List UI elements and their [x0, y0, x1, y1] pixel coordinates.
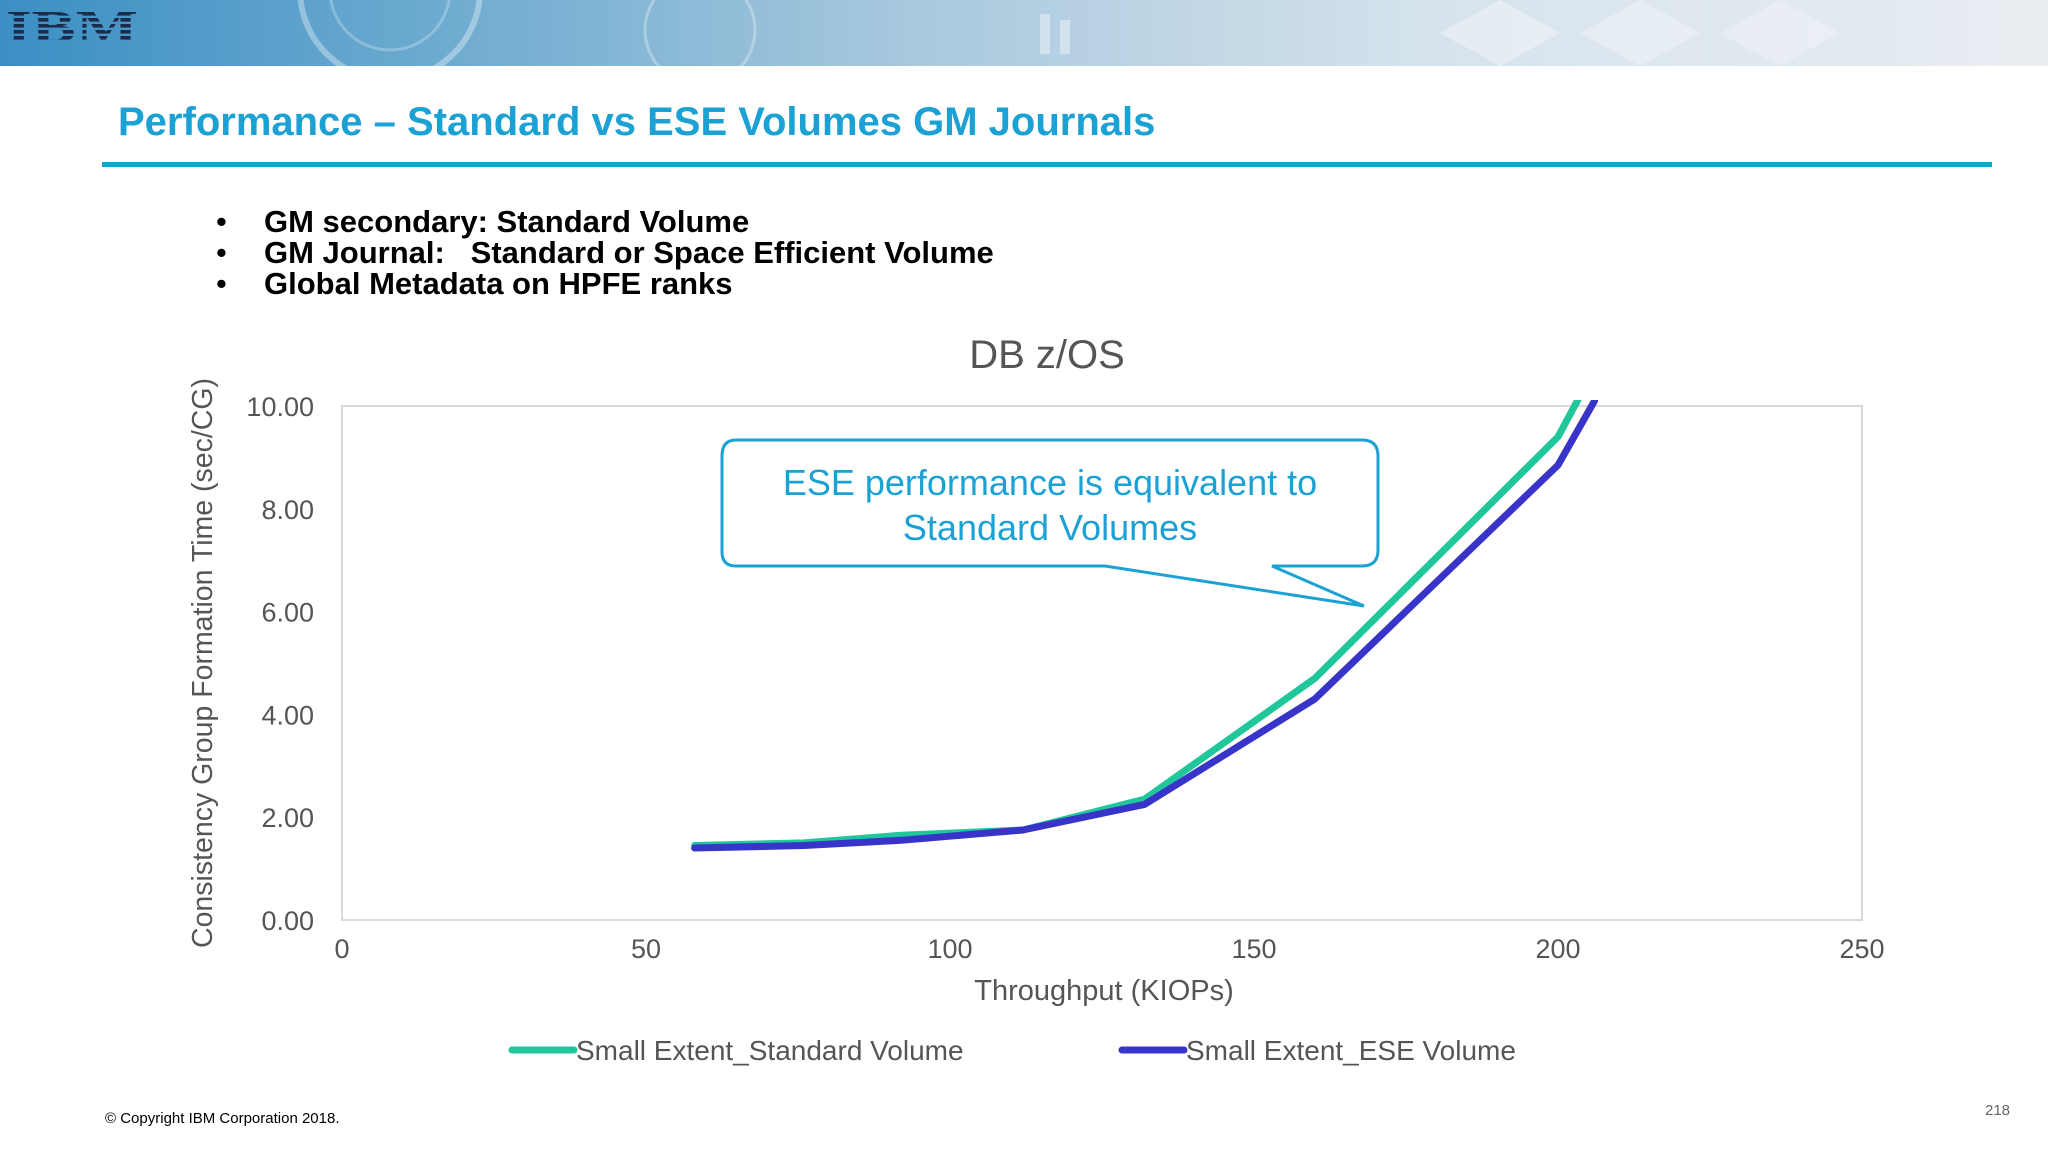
bullet-dot-icon: •: [216, 266, 227, 301]
ibm-logo-text: IBM: [6, 1, 138, 48]
x-tick-label: 150: [1231, 934, 1276, 964]
bullet-item: • GM Journal: Standard or Space Efficient…: [214, 237, 994, 268]
x-axis-label: Throughput (KIOPs): [974, 975, 1234, 1007]
callout-text-line1: ESE performance is equivalent to: [783, 462, 1317, 503]
y-tick-label: 10.00: [246, 392, 314, 422]
page-number: 218: [1985, 1102, 2011, 1119]
bullet-dot-icon: •: [216, 204, 227, 239]
title-underline: [102, 162, 1992, 167]
copyright-text: © Copyright IBM Corporation 2018.: [105, 1110, 340, 1127]
callout-bubble: [720, 438, 1380, 608]
slide-title: Performance – Standard vs ESE Volumes GM…: [118, 100, 1156, 144]
annotation-callout: ESE performance is equivalent to Standar…: [720, 438, 1380, 608]
x-tick-label: 250: [1839, 934, 1884, 964]
bullet-text: GM secondary: Standard Volume: [264, 204, 750, 239]
legend-label-ese: Small Extent_ESE Volume: [1186, 1035, 1516, 1066]
banner-decoration: [297, 0, 1840, 66]
series-group: [691, 400, 1598, 852]
bullet-item: • Global Metadata on HPFE ranks: [214, 268, 994, 299]
y-tick-label: 8.00: [261, 495, 314, 525]
y-tick-label: 6.00: [261, 598, 314, 628]
y-axis-label: Consistency Group Formation Time (sec/CG…: [187, 378, 219, 948]
x-tick-label: 0: [334, 934, 349, 964]
legend: Small Extent_Standard Volume Small Exten…: [508, 1035, 1516, 1066]
x-tick-label: 200: [1535, 934, 1580, 964]
x-tick-label: 100: [927, 934, 972, 964]
x-tick-label: 50: [631, 934, 661, 964]
bullet-text: Global Metadata on HPFE ranks: [264, 266, 733, 301]
ibm-logo: IBM: [6, 1, 138, 48]
y-tick-label: 2.00: [261, 803, 314, 833]
bullet-list: • GM secondary: Standard Volume • GM Journ…: [214, 206, 994, 299]
header-banner: IBM: [0, 0, 2048, 66]
callout-text-line2: Standard Volumes: [903, 507, 1197, 548]
bullet-text: GM Journal: Standard or Space Efficient …: [264, 235, 994, 270]
line-chart: DB z/OS 0.00 2.00 4.00 6.00 8.00 10.00 0 50 100…: [187, 333, 1885, 1066]
y-axis: 0.00 2.00 4.00 6.00 8.00 10.00: [246, 392, 314, 936]
bullet-dot-icon: •: [216, 235, 227, 270]
y-tick-label: 4.00: [261, 700, 314, 730]
bullet-item: • GM secondary: Standard Volume: [214, 206, 994, 237]
chart-title: DB z/OS: [969, 333, 1125, 377]
x-axis: 0 50 100 150 200 250: [334, 934, 1884, 964]
y-tick-label: 0.00: [261, 906, 314, 936]
series-line-ese: [691, 400, 1598, 852]
legend-label-standard: Small Extent_Standard Volume: [576, 1035, 964, 1066]
